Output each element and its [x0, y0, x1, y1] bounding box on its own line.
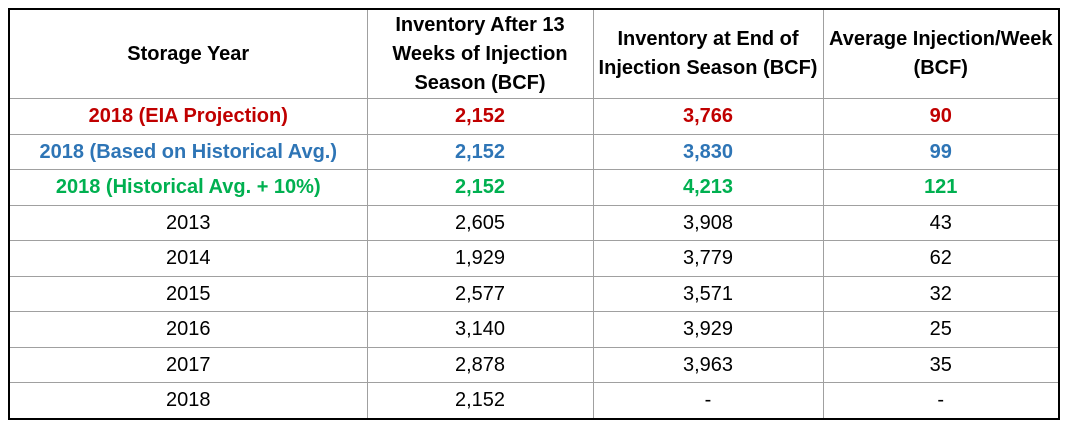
- table-cell: 2016: [8, 311, 368, 348]
- table-cell: 2018: [8, 382, 368, 419]
- table-cell: 3,140: [366, 311, 594, 348]
- table-cell: 2013: [8, 204, 368, 241]
- table-cell: 3,963: [592, 346, 824, 383]
- table-row: 2018 2,152- -: [8, 382, 1060, 419]
- table-cell: 2014: [8, 240, 368, 277]
- table-cell: 32: [822, 275, 1060, 312]
- table-cell: 2,577: [366, 275, 594, 312]
- column-header: Inventory at End of Injection Season (BC…: [592, 8, 824, 99]
- table-row: 2013 2,605 3,908 43: [8, 204, 1060, 241]
- table-cell: 3,929: [592, 311, 824, 348]
- table-cell: -: [592, 382, 824, 419]
- table-row: 2018 (EIA Projection) 2,152 3,766 90: [8, 98, 1060, 135]
- table-cell: 2018 (Historical Avg. + 10%): [8, 169, 368, 206]
- table-row: 2017 2,878 3,963 35: [8, 346, 1060, 383]
- table-cell: 62: [822, 240, 1060, 277]
- table-cell: 3,830: [592, 133, 824, 170]
- table-cell: 2015: [8, 275, 368, 312]
- table-body: 2018 (EIA Projection) 2,152 3,766 90 2018 (B…: [8, 98, 1060, 419]
- data-table: Storage Year Inventory After 13 Weeks of …: [8, 8, 1060, 420]
- table-row: 2014 1,929 3,779 62: [8, 240, 1060, 277]
- table-row: 2016 3,140 3,929 25: [8, 311, 1060, 348]
- column-header: Inventory After 13 Weeks of Injection Se…: [366, 8, 594, 99]
- table-cell: 35: [822, 346, 1060, 383]
- table-cell: 121: [822, 169, 1060, 206]
- table-cell: 3,908: [592, 204, 824, 241]
- table-cell: 3,779: [592, 240, 824, 277]
- table-cell: 3,766: [592, 98, 824, 135]
- table-row: 2018 (Historical Avg. + 10%) 2,152 4,213 12…: [8, 169, 1060, 206]
- table-cell: 2,152: [366, 382, 594, 419]
- column-header: Average Injection/Week (BCF): [822, 8, 1060, 99]
- table-cell: -: [822, 382, 1060, 419]
- table-cell: 2,878: [366, 346, 594, 383]
- table-cell: 2017: [8, 346, 368, 383]
- table-cell: 25: [822, 311, 1060, 348]
- table-cell: 2018 (Based on Historical Avg.): [8, 133, 368, 170]
- table-row: 2018 (Based on Historical Avg.) 2,152 3,83…: [8, 133, 1060, 170]
- table-cell: 2,605: [366, 204, 594, 241]
- table-cell: 1,929: [366, 240, 594, 277]
- table-cell: 99: [822, 133, 1060, 170]
- table-cell: 43: [822, 204, 1060, 241]
- table-cell: 2,152: [366, 169, 594, 206]
- table-cell: 2,152: [366, 98, 594, 135]
- table-cell: 90: [822, 98, 1060, 135]
- table-cell: 3,571: [592, 275, 824, 312]
- table-cell: 2018 (EIA Projection): [8, 98, 368, 135]
- column-header: Storage Year: [8, 8, 368, 99]
- table-cell: 2,152: [366, 133, 594, 170]
- table-row: 2015 2,577 3,571 32: [8, 275, 1060, 312]
- header-row: Storage Year Inventory After 13 Weeks of …: [8, 8, 1060, 99]
- table-cell: 4,213: [592, 169, 824, 206]
